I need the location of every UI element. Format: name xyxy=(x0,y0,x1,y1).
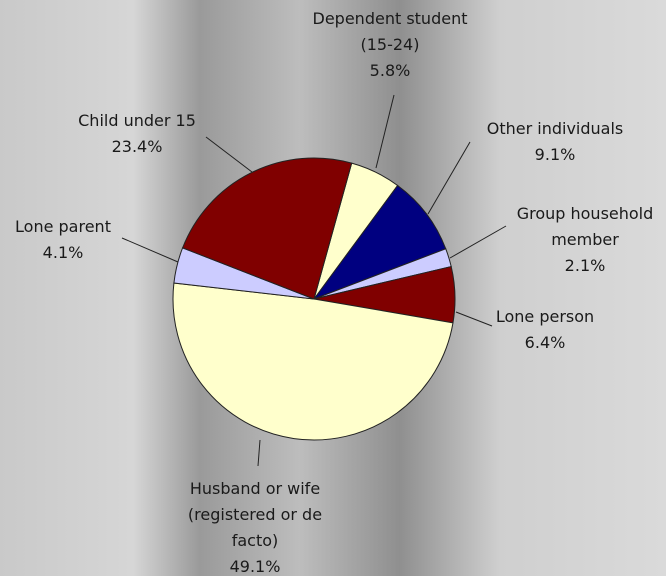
slice-label: Husband or wife (registered or de facto)… xyxy=(180,476,330,576)
leader-lines xyxy=(121,94,507,467)
slice-label: Lone person 6.4% xyxy=(470,304,620,356)
value-label: 49.1% xyxy=(229,557,281,576)
value-label: 2.1% xyxy=(564,256,606,275)
value-label: 6.4% xyxy=(524,333,566,352)
slice-label: Dependent student (15-24) 5.8% xyxy=(310,6,470,84)
category-label: Lone parent xyxy=(15,217,111,236)
pie-slice xyxy=(181,157,353,300)
category-label: Husband or wife (registered or de facto) xyxy=(187,479,323,550)
category-label: Dependent student (15-24) xyxy=(312,9,468,54)
slice-label: Group household member 2.1% xyxy=(500,201,666,279)
category-label: Other individuals xyxy=(486,119,624,138)
category-label: Child under 15 xyxy=(78,111,196,130)
value-label: 9.1% xyxy=(534,145,576,164)
slice-label: Other individuals 9.1% xyxy=(480,116,630,168)
slice-label: Lone parent 4.1% xyxy=(0,214,128,266)
pie-slice xyxy=(312,184,447,301)
category-label: Lone person xyxy=(495,307,595,326)
value-label: 4.1% xyxy=(42,243,84,262)
slice-label: Child under 15 23.4% xyxy=(62,108,212,160)
value-label: 23.4% xyxy=(111,137,163,156)
category-label: Group household member xyxy=(516,204,654,249)
pie-slice xyxy=(172,282,454,441)
value-label: 5.8% xyxy=(369,61,411,80)
